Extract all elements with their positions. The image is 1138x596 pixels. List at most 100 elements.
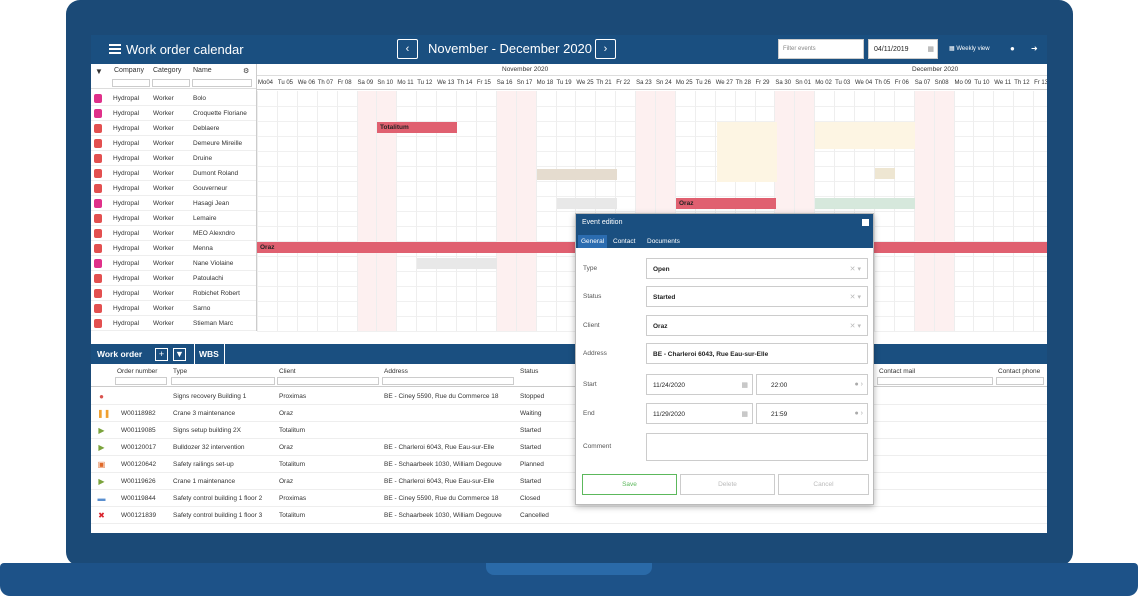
event-block[interactable]: [717, 122, 777, 182]
col-status[interactable]: Status: [520, 368, 539, 375]
workorder-row[interactable]: ● Signs recovery Building 1 Proximas BE - C…: [91, 388, 1047, 405]
resource-row[interactable]: Hydropal Worker MEO Alexndro: [91, 226, 256, 241]
col-phone[interactable]: Contact phone: [998, 368, 1041, 375]
client-select[interactable]: Oraz ✕ ▾: [646, 315, 868, 336]
type-filter[interactable]: [171, 377, 275, 385]
number-filter[interactable]: [115, 377, 167, 385]
resource-name: Dumont Roland: [193, 170, 239, 177]
client-filter[interactable]: [277, 377, 379, 385]
event-block[interactable]: [557, 198, 617, 209]
col-type[interactable]: Type: [173, 368, 188, 375]
workorder-tab[interactable]: Work order: [97, 349, 143, 359]
resource-row[interactable]: Hydropal Worker Gouverneur: [91, 181, 256, 196]
resource-row[interactable]: Hydropal Worker Menna: [91, 241, 256, 256]
filter-events-input[interactable]: Filter events: [778, 39, 864, 59]
resource-row[interactable]: Hydropal Worker Robichet Robert: [91, 286, 256, 301]
workorder-row[interactable]: ▶ W00119085 Signs setup building 2X Totalit…: [91, 422, 1047, 439]
resource-row[interactable]: Hydropal Worker Druine: [91, 151, 256, 166]
workorder-row[interactable]: ✖ W00121839 Safety control building 1 floo…: [91, 507, 1047, 524]
prev-period-button[interactable]: ‹: [397, 39, 418, 59]
resource-row[interactable]: Hydropal Worker Lemaire: [91, 211, 256, 226]
close-icon[interactable]: [862, 219, 869, 226]
resource-row[interactable]: Hydropal Worker Demeure Mireille: [91, 136, 256, 151]
start-date-input[interactable]: 11/24/2020 ▦: [646, 374, 753, 395]
workorder-row[interactable]: ▣ W00120642 Safety railings set-up Totalitu…: [91, 456, 1047, 473]
avatar-icon: [94, 94, 102, 103]
resource-row[interactable]: Hydropal Worker Sarno: [91, 301, 256, 316]
cancel-button[interactable]: Cancel: [778, 474, 869, 495]
event-block[interactable]: [537, 169, 617, 180]
save-button[interactable]: Save: [582, 474, 677, 495]
col-number[interactable]: Order number: [117, 368, 158, 375]
tab-contact[interactable]: Contact: [613, 238, 636, 245]
resource-row[interactable]: Hydropal Worker Stieman Marc: [91, 316, 256, 331]
tab-documents[interactable]: Documents: [647, 238, 680, 245]
comment-input[interactable]: [646, 433, 868, 461]
resource-company: Hydropal: [113, 275, 140, 282]
workorder-row[interactable]: ▶ W00119626 Crane 1 maintenance Oraz BE - Ch…: [91, 473, 1047, 490]
end-time-input[interactable]: 21:59 ● ›: [756, 403, 868, 424]
resource-row[interactable]: Hydropal Worker Hasagi Jean: [91, 196, 256, 211]
resource-row[interactable]: Hydropal Worker Bolo: [91, 91, 256, 106]
workorder-row[interactable]: ❚❚ W00118982 Crane 3 maintenance Oraz Waitin…: [91, 405, 1047, 422]
delete-button[interactable]: Delete: [680, 474, 775, 495]
clear-chevron-icon[interactable]: ✕ ▾: [849, 266, 861, 273]
event-totalitum[interactable]: Totalitum: [377, 122, 457, 133]
col-company[interactable]: Company: [114, 67, 144, 74]
filter-icon[interactable]: ▼: [173, 348, 186, 361]
add-icon[interactable]: +: [155, 348, 168, 361]
status-select[interactable]: Started ✕ ▾: [646, 286, 868, 307]
clear-chevron-icon[interactable]: ✕ ▾: [849, 294, 861, 301]
date-input[interactable]: 04/11/2019 ▦: [868, 39, 938, 59]
col-client[interactable]: Client: [279, 368, 296, 375]
event-block[interactable]: [815, 122, 915, 149]
start-time-input[interactable]: 22:00 ● ›: [756, 374, 868, 395]
tab-general[interactable]: General: [578, 235, 608, 248]
end-date-input[interactable]: 11/29/2020 ▦: [646, 403, 753, 424]
resource-row[interactable]: Hydropal Worker Patoulachi: [91, 271, 256, 286]
col-address[interactable]: Address: [384, 368, 408, 375]
clock-icon[interactable]: ● ›: [854, 410, 863, 417]
workorder-status: Started: [520, 444, 541, 451]
resource-row[interactable]: Hydropal Worker Dumont Roland: [91, 166, 256, 181]
col-category[interactable]: Category: [153, 67, 182, 74]
end-date-value: 11/29/2020: [653, 411, 686, 418]
address-input[interactable]: BE - Charleroi 6043, Rue Eau-sur-Elle: [646, 343, 868, 364]
calendar-icon[interactable]: ▦: [741, 411, 748, 418]
grid-line: [1013, 91, 1015, 331]
calendar-icon[interactable]: ▦: [927, 46, 934, 53]
event-block[interactable]: [875, 168, 895, 179]
mail-filter[interactable]: [877, 377, 993, 385]
workorder-address: BE - Ciney 5590, Rue du Commerce 18: [384, 495, 499, 502]
company-filter[interactable]: [112, 79, 150, 87]
resource-row[interactable]: Hydropal Worker Croquette Floriane: [91, 106, 256, 121]
event-oraz[interactable]: Oraz: [676, 198, 776, 209]
col-mail[interactable]: Contact mail: [879, 368, 916, 375]
day-label: We 11: [994, 80, 1012, 86]
resource-row[interactable]: Hydropal Worker Deblaere: [91, 121, 256, 136]
next-period-button[interactable]: ›: [595, 39, 616, 59]
col-name[interactable]: Name: [193, 67, 212, 74]
type-select[interactable]: Open ✕ ▾: [646, 258, 868, 279]
event-block[interactable]: [815, 198, 915, 209]
view-toggle[interactable]: ▦ Weekly view: [949, 45, 990, 52]
filter-icon[interactable]: ▼: [95, 67, 103, 76]
workorder-row[interactable]: ▬ W00119844 Safety control building 1 floo…: [91, 490, 1047, 507]
resource-row[interactable]: Hydropal Worker Nane Violaine: [91, 256, 256, 271]
calendar-icon[interactable]: ▦: [741, 382, 748, 389]
info-icon[interactable]: ●: [1010, 44, 1015, 53]
name-filter[interactable]: [192, 79, 252, 87]
category-filter[interactable]: [152, 79, 190, 87]
wbs-tab[interactable]: WBS: [199, 349, 219, 359]
settings-icon[interactable]: ⚙: [243, 68, 250, 75]
clock-icon[interactable]: ● ›: [854, 381, 863, 388]
address-filter[interactable]: [382, 377, 514, 385]
event-block[interactable]: [417, 258, 497, 269]
workorder-row[interactable]: ▶ W00120017 Bulldozer 32 intervention Oraz B…: [91, 439, 1047, 456]
end-time-value: 21:59: [771, 411, 788, 418]
phone-filter[interactable]: [996, 377, 1044, 385]
menu-icon[interactable]: [109, 44, 121, 54]
clear-chevron-icon[interactable]: ✕ ▾: [849, 323, 861, 330]
logout-icon[interactable]: ➜: [1031, 44, 1038, 53]
date-value: 04/11/2019: [874, 46, 909, 53]
